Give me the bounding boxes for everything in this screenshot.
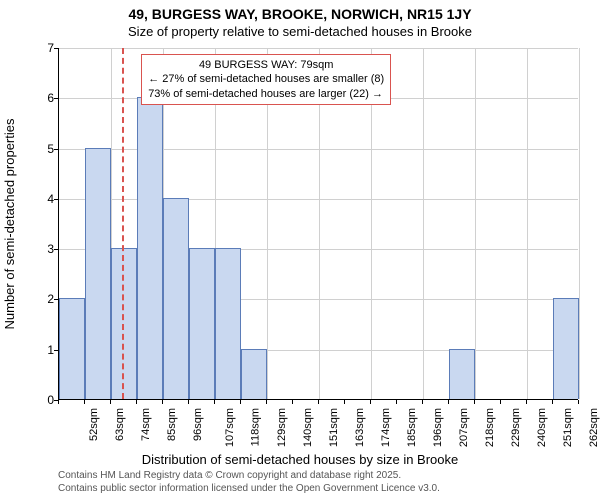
x-tick-mark: [448, 400, 449, 404]
y-tick-label: 5: [14, 142, 54, 156]
histogram-bar: [189, 248, 215, 399]
annotation-line3: 73% of semi-detached houses are larger (…: [148, 87, 384, 101]
x-tick-mark: [188, 400, 189, 404]
x-tick-label: 218sqm: [484, 408, 496, 447]
x-tick-label: 185sqm: [406, 408, 418, 447]
x-tick-label: 85sqm: [166, 408, 178, 441]
y-tick-label: 3: [14, 242, 54, 256]
x-tick-mark: [110, 400, 111, 404]
x-tick-label: 163sqm: [354, 408, 366, 447]
y-tick-mark: [54, 98, 58, 99]
credits-line1: Contains HM Land Registry data © Crown c…: [58, 470, 401, 481]
x-tick-mark: [136, 400, 137, 404]
x-tick-label: 107sqm: [224, 408, 236, 447]
histogram-bar: [215, 248, 241, 399]
x-tick-mark: [318, 400, 319, 404]
x-tick-mark: [84, 400, 85, 404]
x-tick-label: 151sqm: [328, 408, 340, 447]
histogram-bar: [85, 148, 111, 399]
x-tick-mark: [500, 400, 501, 404]
subject-marker-line: [122, 48, 124, 399]
histogram-bar: [241, 349, 267, 399]
y-tick-mark: [54, 350, 58, 351]
histogram-bar: [59, 298, 85, 399]
credits-line2: Contains public sector information licen…: [58, 483, 440, 494]
histogram-bar: [137, 97, 163, 399]
y-tick-label: 6: [14, 91, 54, 105]
x-tick-label: 262sqm: [588, 408, 600, 447]
x-tick-label: 229sqm: [510, 408, 522, 447]
x-tick-mark: [58, 400, 59, 404]
x-tick-mark: [344, 400, 345, 404]
annotation-line2: ← 27% of semi-detached houses are smalle…: [148, 72, 384, 86]
y-tick-mark: [54, 199, 58, 200]
x-tick-label: 74sqm: [140, 408, 152, 441]
y-tick-label: 4: [14, 192, 54, 206]
x-tick-label: 129sqm: [276, 408, 288, 447]
annotation-line1: 49 BURGESS WAY: 79sqm: [148, 58, 384, 72]
x-tick-mark: [578, 400, 579, 404]
x-tick-mark: [266, 400, 267, 404]
x-tick-label: 196sqm: [432, 408, 444, 447]
chart-title-main: 49, BURGESS WAY, BROOKE, NORWICH, NR15 1…: [0, 6, 600, 22]
annotation-box: 49 BURGESS WAY: 79sqm← 27% of semi-detac…: [141, 54, 391, 105]
x-tick-label: 251sqm: [562, 408, 574, 447]
x-tick-mark: [552, 400, 553, 404]
x-tick-mark: [396, 400, 397, 404]
x-tick-mark: [422, 400, 423, 404]
y-tick-label: 0: [14, 393, 54, 407]
gridline-v: [527, 48, 528, 399]
x-tick-mark: [162, 400, 163, 404]
y-tick-mark: [54, 149, 58, 150]
x-tick-mark: [474, 400, 475, 404]
x-tick-label: 240sqm: [536, 408, 548, 447]
gridline-v: [475, 48, 476, 399]
x-tick-label: 207sqm: [458, 408, 470, 447]
y-tick-mark: [54, 249, 58, 250]
x-tick-label: 63sqm: [114, 408, 126, 441]
y-tick-label: 2: [14, 292, 54, 306]
y-tick-mark: [54, 48, 58, 49]
y-tick-label: 7: [14, 41, 54, 55]
x-tick-mark: [240, 400, 241, 404]
y-tick-label: 1: [14, 343, 54, 357]
x-axis-label: Distribution of semi-detached houses by …: [0, 452, 600, 467]
histogram-bar: [163, 198, 189, 399]
gridline-v: [579, 48, 580, 399]
x-tick-label: 174sqm: [380, 408, 392, 447]
x-tick-label: 118sqm: [249, 408, 261, 446]
x-tick-label: 140sqm: [302, 408, 314, 447]
x-tick-mark: [214, 400, 215, 404]
x-tick-label: 52sqm: [88, 408, 100, 441]
x-tick-mark: [526, 400, 527, 404]
histogram-bar: [449, 349, 475, 399]
y-tick-mark: [54, 299, 58, 300]
credits-text: Contains HM Land Registry data © Crown c…: [58, 470, 440, 495]
histogram-bar: [553, 298, 579, 399]
gridline-v: [423, 48, 424, 399]
x-tick-label: 96sqm: [192, 408, 204, 441]
chart-title-sub: Size of property relative to semi-detach…: [0, 24, 600, 39]
x-tick-mark: [292, 400, 293, 404]
x-tick-mark: [370, 400, 371, 404]
